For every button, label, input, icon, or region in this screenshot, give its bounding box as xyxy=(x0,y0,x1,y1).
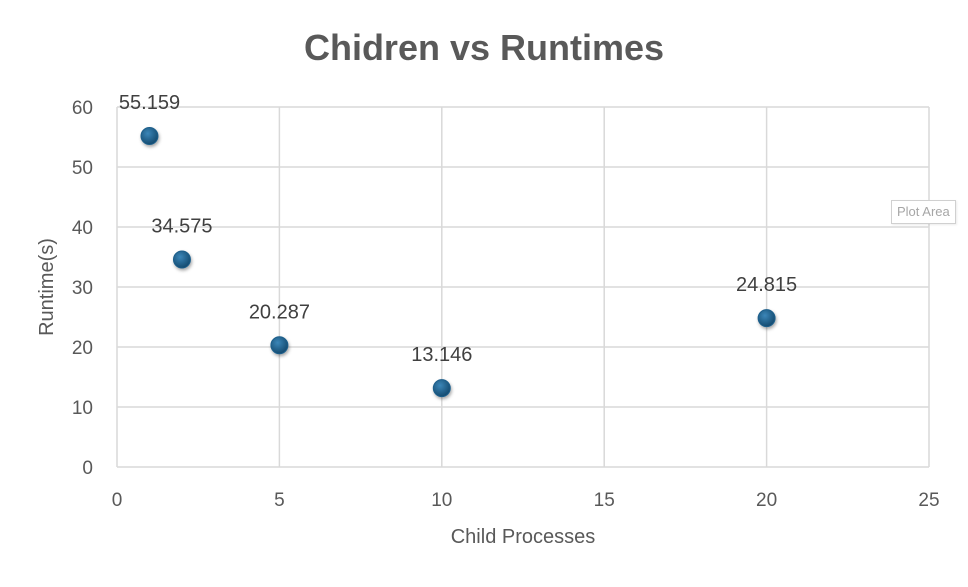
data-point[interactable] xyxy=(140,127,159,146)
x-tick-label: 0 xyxy=(112,490,123,511)
y-tick-label: 0 xyxy=(82,458,93,479)
x-tick-label: 5 xyxy=(274,490,285,511)
plot-area-tooltip: Plot Area xyxy=(891,200,956,224)
x-tick-label: 20 xyxy=(756,490,777,511)
y-axis-title: Runtime(s) xyxy=(36,238,58,336)
y-tick-label: 10 xyxy=(72,398,93,419)
data-points: 55.159 34.575 20.287 13.146 24.815 xyxy=(119,92,797,398)
x-tick-label: 10 xyxy=(431,490,452,511)
data-label: 55.159 xyxy=(119,92,180,114)
data-point[interactable] xyxy=(757,309,776,328)
gridlines xyxy=(116,106,930,468)
data-point[interactable] xyxy=(432,379,451,398)
chart-title: Chidren vs Runtimes xyxy=(304,27,664,68)
data-point[interactable] xyxy=(172,250,191,269)
axis-ticks: 0 10 20 30 40 50 60 0 5 10 15 20 25 xyxy=(72,98,940,511)
data-label: 20.287 xyxy=(249,301,310,323)
x-tick-label: 15 xyxy=(594,490,615,511)
y-tick-label: 30 xyxy=(72,278,93,299)
y-tick-label: 60 xyxy=(72,98,93,119)
x-axis-title: Child Processes xyxy=(451,526,596,548)
data-point[interactable] xyxy=(270,336,289,355)
x-tick-label: 25 xyxy=(918,490,939,511)
data-label: 13.146 xyxy=(411,344,472,366)
y-tick-label: 50 xyxy=(72,158,93,179)
y-tick-label: 20 xyxy=(72,338,93,359)
data-label: 34.575 xyxy=(151,216,212,238)
y-tick-label: 40 xyxy=(72,218,93,239)
data-label: 24.815 xyxy=(736,274,797,296)
